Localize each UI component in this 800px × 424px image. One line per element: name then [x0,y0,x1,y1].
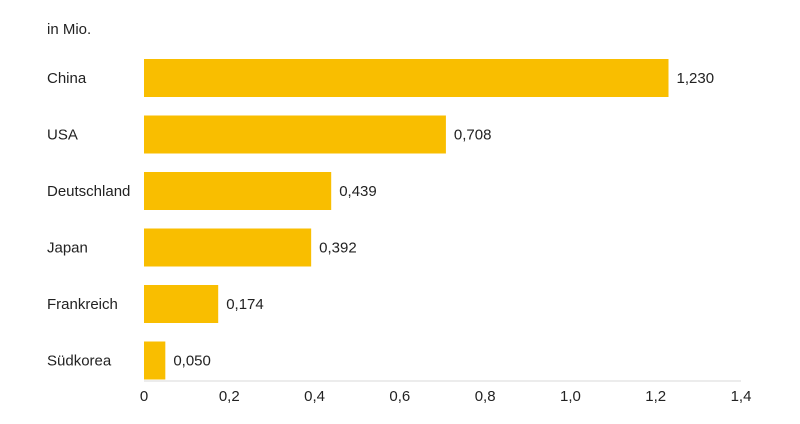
category-labels-group: China USA Deutschland Japan Frankreich Südkor… [47,70,130,370]
x-tick-label: 1,2 [645,388,666,405]
bar-china [144,59,669,97]
x-tick-labels-group: 0 0,2 0,4 0,6 0,8 1,0 1,2 1,4 [140,388,752,405]
x-tick-label: 0,6 [389,388,410,405]
x-tick-label: 1,4 [731,388,752,405]
bar-frankreich [144,285,219,323]
value-label-japan: 0,392 [319,240,357,257]
category-label-s-dkorea: Südkorea [47,353,112,370]
value-label-frankreich: 0,174 [226,296,264,313]
value-label-s-dkorea: 0,050 [173,353,211,370]
value-label-china: 1,230 [677,70,715,87]
category-label-frankreich: Frankreich [47,296,118,313]
x-tick-label: 0 [140,388,148,405]
x-tick-label: 0,2 [219,388,240,405]
bars-group [144,59,669,380]
bar-deutschland [144,172,332,210]
value-label-usa: 0,708 [454,127,492,144]
bar-japan [144,228,312,267]
category-label-deutschland: Deutschland [47,183,130,200]
bar-usa [144,115,446,154]
category-label-china: China [47,70,87,87]
category-label-japan: Japan [47,240,88,257]
bar-s-dkorea [144,341,166,380]
x-tick-label: 0,8 [475,388,496,405]
unit-label: in Mio. [47,21,92,38]
x-tick-label: 0,4 [304,388,325,405]
x-tick-label: 1,0 [560,388,581,405]
value-labels-group: 1,230 0,708 0,439 0,392 0,174 0,050 [173,70,714,370]
value-label-deutschland: 0,439 [339,183,377,200]
category-label-usa: USA [47,127,78,144]
